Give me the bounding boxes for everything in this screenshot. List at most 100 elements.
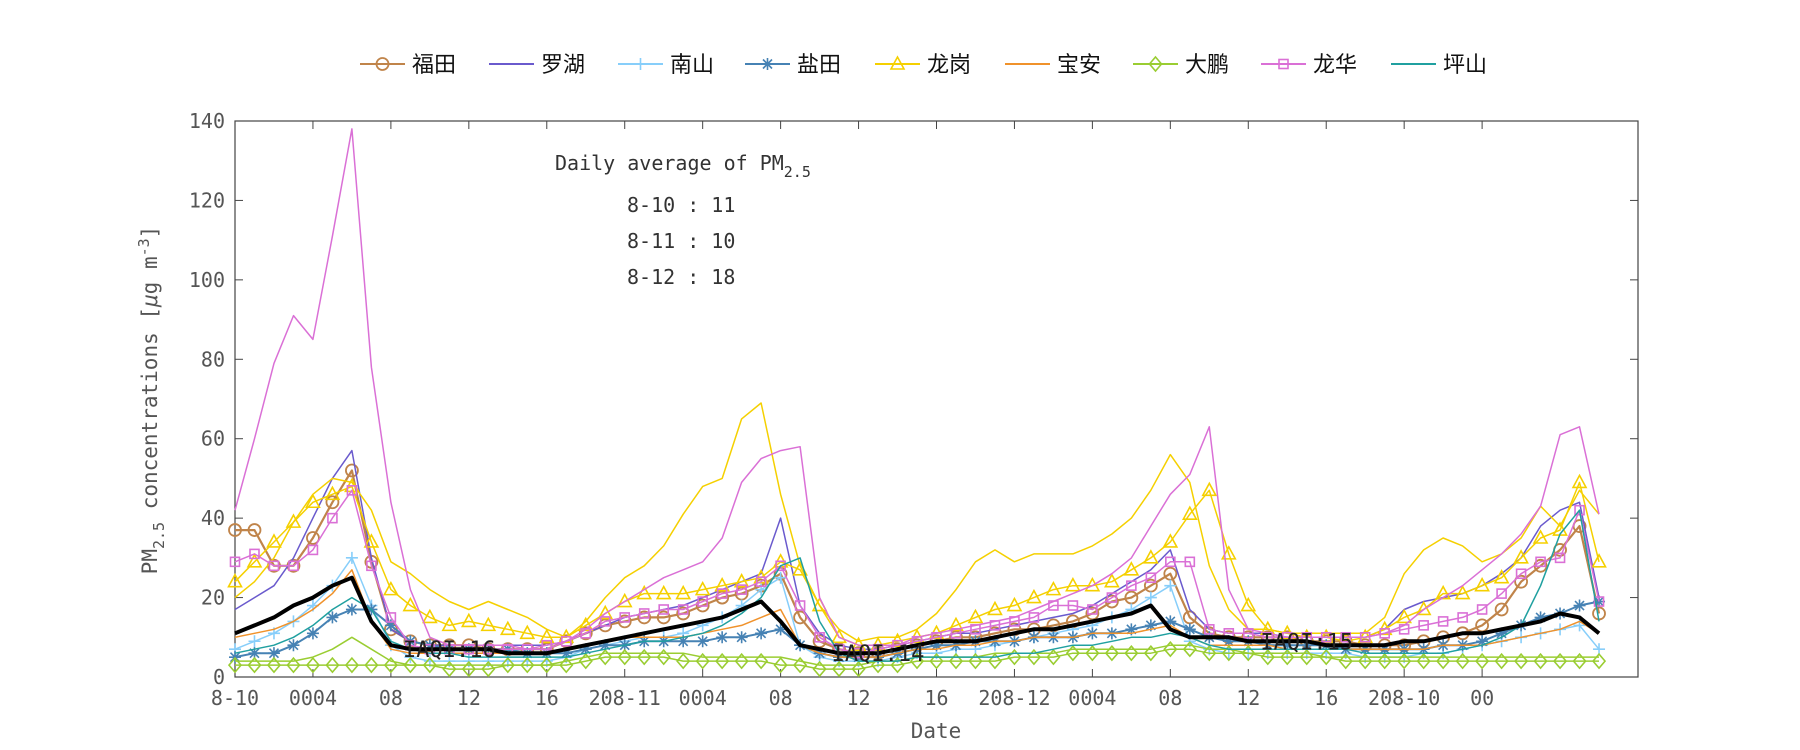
data-point [793,656,808,674]
data-point [539,656,554,674]
data-point [1377,652,1392,670]
y-axis-ticks: 0 20 40 60 80 100 120 140 [189,109,1638,689]
data-point [1181,505,1198,520]
data-point [1085,644,1100,662]
data-point [246,553,263,568]
data-point [677,635,690,648]
x-tick-label: 0004 [289,686,337,710]
data-point [831,628,847,644]
data-point [656,648,671,666]
x-tick-label: 12 [1236,686,1260,710]
y-label-pm: PM [138,549,162,574]
data-point [736,584,747,595]
legend-marker [1278,58,1289,70]
data-point [1067,600,1079,611]
data-point [754,652,769,670]
data-point [403,656,418,674]
legend-label: 龙岗 [927,53,971,78]
data-point [715,590,730,605]
data-point [1475,652,1490,670]
data-point [481,660,496,678]
data-point [560,635,572,647]
data-point [442,660,457,678]
y-tick-label: 80 [201,347,225,371]
data-point [1144,591,1157,604]
data-point [247,656,262,674]
data-point [1455,652,1470,670]
data-point [441,616,458,632]
x-tick-label: 08 [769,686,793,710]
data-point [968,652,983,670]
series-line [234,569,1600,658]
data-point [287,639,300,652]
data-point [248,635,261,648]
series-group [227,128,1607,678]
series-龙华2 [234,128,1600,650]
data-point [327,512,338,524]
data-point [248,647,261,660]
data-point [366,560,377,572]
data-point [1571,473,1588,489]
data-point [1126,580,1137,591]
data-point [227,573,243,588]
data-point [1300,639,1313,652]
y-tick-label: 100 [189,268,225,292]
data-point [228,523,242,537]
legend-item: 福田 [360,53,456,78]
data-point [578,652,593,670]
legend-marker [1148,55,1163,73]
data-point [249,548,260,560]
data-point [716,631,729,644]
y-tick-label: 120 [189,188,225,212]
legend-item: 大鹏 [1133,53,1229,78]
data-point [1006,596,1023,612]
x-tick-label: 00 [1470,686,1494,710]
data-point [559,656,574,674]
data-point [1593,595,1606,608]
data-point [1143,549,1159,564]
data-point [227,656,243,674]
data-point [1165,556,1176,568]
data-point [774,623,787,636]
data-point [1495,627,1508,640]
data-point [1514,574,1528,589]
data-point [1535,556,1546,568]
data-point [1396,608,1413,624]
x-tick-label: 16 [924,686,948,710]
data-point [1515,568,1527,580]
data-point [599,639,612,652]
data-point [1184,556,1196,568]
data-point [345,603,358,616]
data-point [402,596,419,612]
legend-item: 南山 [618,53,714,78]
legend-item: 宝安 [1005,53,1101,78]
data-point [1045,580,1062,596]
y-tick-label: 60 [201,427,225,451]
data-point [676,606,691,621]
y-tick-label: 0 [213,665,225,689]
data-point [345,551,358,564]
data-point [1397,652,1412,670]
data-point [325,656,340,674]
data-point [286,656,301,674]
data-point [1299,648,1314,666]
data-point [734,652,749,670]
data-point [560,647,573,660]
data-point [637,610,652,625]
data-point [1221,644,1236,662]
x-tick-label: 08 [379,686,403,710]
y-tick-label: 140 [189,109,225,133]
data-point [519,624,536,640]
data-point [285,513,302,528]
data-point [870,656,886,674]
data-point [325,495,340,510]
chart-legend: 福田 罗湖 南山 盐田 龙岗 宝安 大鹏 龙华 坪山 [360,53,1487,78]
data-point [324,485,341,501]
iaqi-label: IAQI:15 [1260,630,1353,655]
series-line [234,402,1600,643]
plot-area-frame [234,120,1639,678]
data-point [1591,553,1607,568]
data-point [1514,652,1529,670]
data-point [794,600,806,611]
y-tick-label: 40 [201,506,225,530]
